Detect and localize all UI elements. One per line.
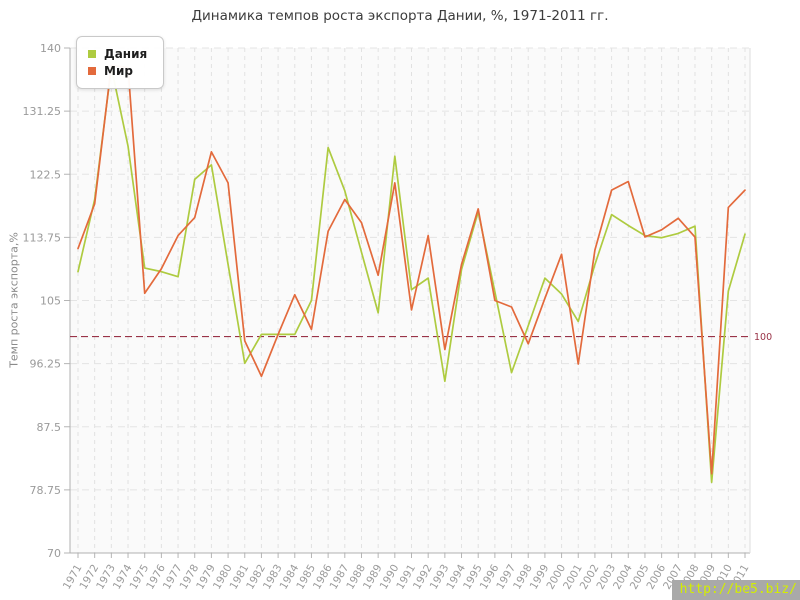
y-tick-label: 78.75 (30, 484, 62, 497)
legend: Дания Мир (76, 36, 165, 89)
y-tick-label: 131.25 (23, 105, 62, 118)
y-tick-label: 105 (40, 295, 61, 308)
y-tick-label: 122.5 (30, 168, 62, 181)
legend-item-denmark: Дания (88, 47, 147, 61)
baseline-label: 100 (754, 332, 772, 343)
y-tick-label: 87.5 (37, 421, 62, 434)
legend-label-world: Мир (104, 64, 133, 78)
legend-item-world: Мир (88, 64, 147, 78)
y-tick-label: 96.25 (30, 358, 62, 371)
legend-swatch-denmark-icon (88, 50, 96, 58)
y-axis-title: Темп роста экспорта,% (7, 232, 21, 368)
y-tick-label: 140 (40, 42, 61, 55)
series-line-1 (77, 64, 746, 475)
chart-title: Динамика темпов роста экспорта Дании, %,… (191, 8, 609, 24)
legend-swatch-world-icon (88, 67, 96, 75)
watermark-link[interactable]: http://be5.biz/ (671, 580, 800, 600)
y-tick-label: 70 (47, 547, 61, 560)
series-line-0 (77, 66, 746, 484)
y-tick-label: 113.75 (23, 231, 62, 244)
legend-label-denmark: Дания (104, 47, 148, 61)
